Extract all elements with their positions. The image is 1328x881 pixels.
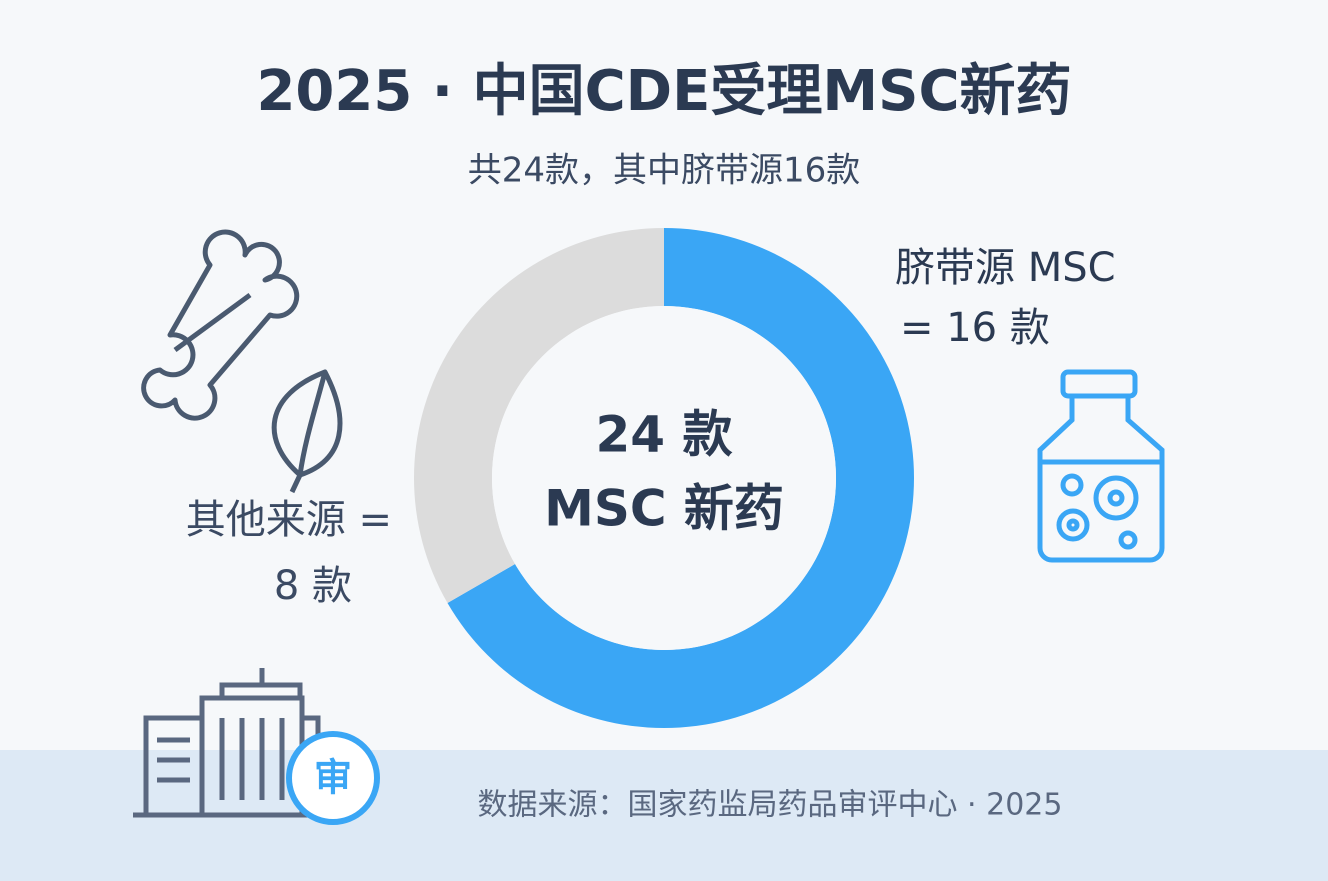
donut-slice xyxy=(447,228,915,728)
badge xyxy=(286,731,380,825)
center-label: 24 款 xyxy=(596,406,733,464)
donut-slice xyxy=(414,228,664,603)
center-label: MSC 新药 xyxy=(544,480,784,538)
bottle-icon xyxy=(1037,369,1165,563)
chart-title: 2025 · 中国CDE受理MSC新药 xyxy=(256,59,1071,124)
chart-subtitle: 共24款，其中脐带源16款 xyxy=(468,151,861,191)
value-label: = 16 款 xyxy=(900,305,1050,351)
badge-label: 审 xyxy=(314,756,352,800)
category-label: 其他来源 = xyxy=(186,497,392,543)
value-label: 8 款 xyxy=(274,563,352,609)
donut xyxy=(414,228,915,728)
donut-hole xyxy=(492,306,836,650)
category-label: 脐带源 MSC xyxy=(895,245,1116,291)
bone-icon xyxy=(141,229,300,421)
source-note: 数据来源：国家药监局药品审评中心 · 2025 xyxy=(478,788,1063,823)
leaf-icon xyxy=(271,369,343,494)
